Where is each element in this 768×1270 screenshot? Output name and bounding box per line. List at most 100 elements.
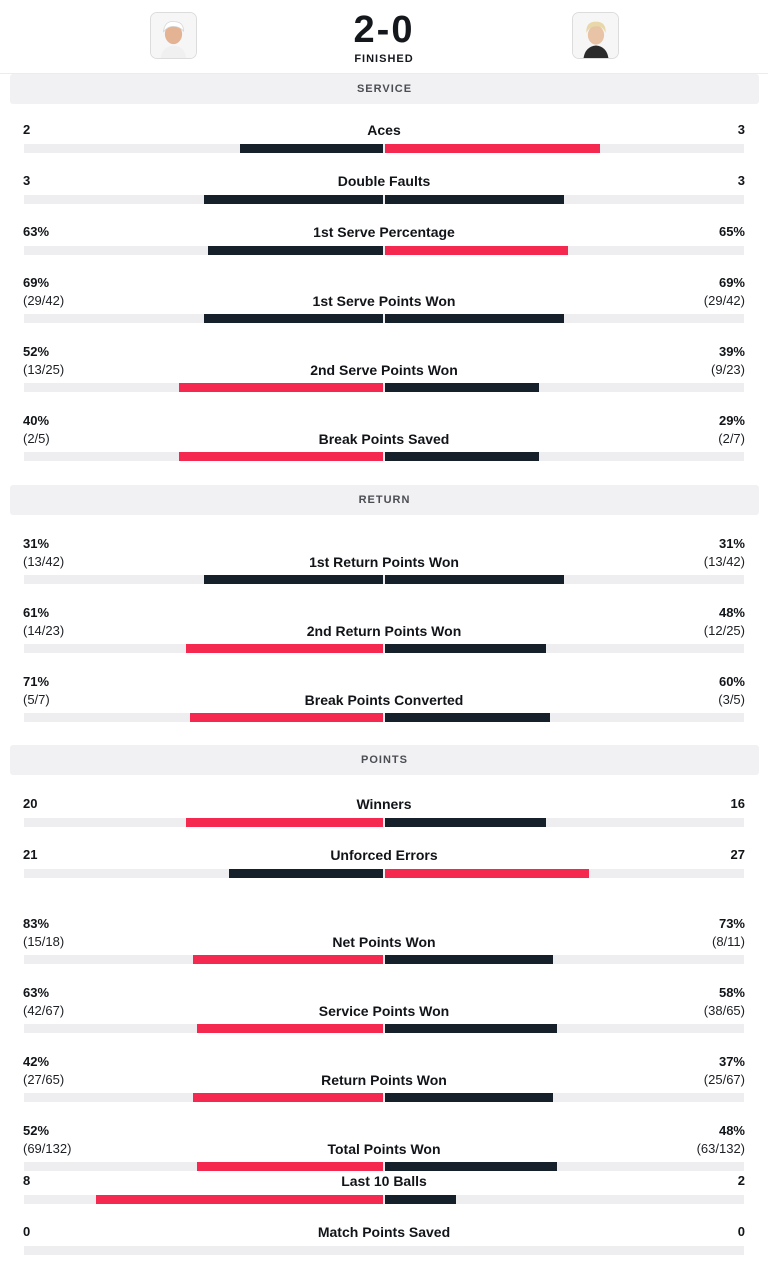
left-player-detail: (29/42) <box>23 293 65 308</box>
left-player-value: 0 <box>23 1224 31 1239</box>
right-player-detail: (13/42) <box>703 554 745 569</box>
right-player-bar <box>385 144 600 153</box>
stat-row: 63% 58% (42/67) (38/65) Service Points Won <box>0 985 768 1033</box>
left-player-detail: (42/67) <box>23 1003 65 1018</box>
right-player-detail: (25/67) <box>703 1072 745 1087</box>
left-player-bar <box>193 955 383 964</box>
comparison-bar-track <box>24 452 744 461</box>
stat-label: 1st Return Points Won <box>309 554 459 570</box>
right-player-value: 29% <box>718 413 745 428</box>
right-player-bar <box>385 818 546 827</box>
left-player-bar <box>208 246 383 255</box>
left-player-value: 3 <box>23 173 31 188</box>
match-header: 2-0 FINISHED <box>0 0 768 74</box>
left-player-detail: (69/132) <box>23 1141 72 1156</box>
stat-label: Return Points Won <box>321 1072 447 1088</box>
stat-row: 42% 37% (27/65) (25/67) Return Points Won <box>0 1054 768 1102</box>
right-player-bar <box>385 1093 553 1102</box>
left-player-bar <box>240 144 383 153</box>
right-player-bar <box>385 246 568 255</box>
left-player-value: 63% <box>23 985 50 1000</box>
left-player-detail: (27/65) <box>23 1072 65 1087</box>
left-player-value: 21 <box>23 847 38 862</box>
left-player-value: 20 <box>23 796 38 811</box>
comparison-bar-track <box>24 1093 744 1102</box>
stat-row: 83% 73% (15/18) (8/11) Net Points Won <box>0 916 768 964</box>
left-player-bar <box>204 195 383 204</box>
left-player-bar <box>96 1195 383 1204</box>
stat-label: Aces <box>367 122 401 138</box>
comparison-bar-track <box>24 1162 744 1171</box>
section-header-service: SERVICE <box>10 74 759 104</box>
left-player-bar <box>186 644 383 653</box>
stat-label: Match Points Saved <box>317 1224 451 1240</box>
left-player-value: 8 <box>23 1173 31 1188</box>
right-player-bar <box>385 195 564 204</box>
left-player-value: 69% <box>23 275 50 290</box>
comparison-bar-track <box>24 818 744 827</box>
right-player-value: 48% <box>718 605 745 620</box>
left-player-bar <box>204 314 383 323</box>
right-player-value: 37% <box>718 1054 745 1069</box>
stat-row: 3 3 Double Faults <box>0 173 768 209</box>
right-player-value: 16 <box>730 796 745 811</box>
stat-row: 52% 48% (69/132) (63/132) Total Points Won <box>0 1123 768 1171</box>
left-player-bar <box>197 1162 383 1171</box>
right-player-value: 0 <box>737 1224 745 1239</box>
right-player-detail: (38/65) <box>703 1003 745 1018</box>
stat-row: 63% 65% 1st Serve Percentage <box>0 224 768 260</box>
right-player-value: 69% <box>718 275 745 290</box>
right-player-detail: (2/7) <box>718 431 745 446</box>
right-player-bar <box>385 575 564 584</box>
left-player-value: 52% <box>23 1123 50 1138</box>
stat-row: 0 0 Match Points Saved <box>0 1224 768 1260</box>
right-player-value: 31% <box>718 536 745 551</box>
stat-label: Last 10 Balls <box>341 1173 427 1189</box>
right-player-bar <box>385 314 564 323</box>
stat-label: 2nd Return Points Won <box>306 623 462 639</box>
section-header-return: RETURN <box>10 485 759 515</box>
stat-label: Winners <box>356 796 412 812</box>
left-player-value: 71% <box>23 674 50 689</box>
right-player-bar <box>385 955 553 964</box>
comparison-bar-track <box>24 869 744 878</box>
stat-label: Service Points Won <box>318 1003 450 1019</box>
left-player-value: 40% <box>23 413 50 428</box>
right-player-value: 65% <box>718 224 745 239</box>
left-player-value: 2 <box>23 122 31 137</box>
right-player-bar <box>385 1024 557 1033</box>
left-player-bar <box>190 713 383 722</box>
left-player-bar <box>186 818 383 827</box>
match-score: 2-0 <box>353 9 415 51</box>
player-one-avatar[interactable] <box>150 12 197 59</box>
match-status: FINISHED <box>354 53 414 65</box>
right-player-bar <box>385 383 539 392</box>
player-two-avatar[interactable] <box>572 12 619 59</box>
left-player-bar <box>179 383 383 392</box>
comparison-bar-track <box>24 1024 744 1033</box>
player-one-photo-icon <box>151 13 196 58</box>
comparison-bar-track <box>24 383 744 392</box>
stat-row: 2 3 Aces <box>0 122 768 158</box>
left-player-bar <box>179 452 383 461</box>
comparison-bar-track <box>24 314 744 323</box>
comparison-bar-track <box>24 644 744 653</box>
right-player-bar <box>385 644 546 653</box>
stat-row: 40% 29% (2/5) (2/7) Break Points Saved <box>0 413 768 461</box>
left-player-detail: (5/7) <box>23 692 50 707</box>
right-player-detail: (8/11) <box>712 934 745 949</box>
right-player-bar <box>385 1162 557 1171</box>
left-player-detail: (14/23) <box>23 623 65 638</box>
right-player-bar <box>385 713 550 722</box>
stat-label: 1st Serve Percentage <box>313 224 455 240</box>
stat-label: Net Points Won <box>332 934 436 950</box>
left-player-detail: (13/25) <box>23 362 65 377</box>
stat-row: 21 27 Unforced Errors <box>0 847 768 883</box>
right-player-detail: (9/23) <box>711 362 745 377</box>
left-player-bar <box>193 1093 383 1102</box>
right-player-bar <box>385 452 539 461</box>
comparison-bar-track <box>24 1246 744 1255</box>
comparison-bar-track <box>24 713 744 722</box>
right-player-value: 73% <box>718 916 745 931</box>
right-player-value: 58% <box>718 985 745 1000</box>
